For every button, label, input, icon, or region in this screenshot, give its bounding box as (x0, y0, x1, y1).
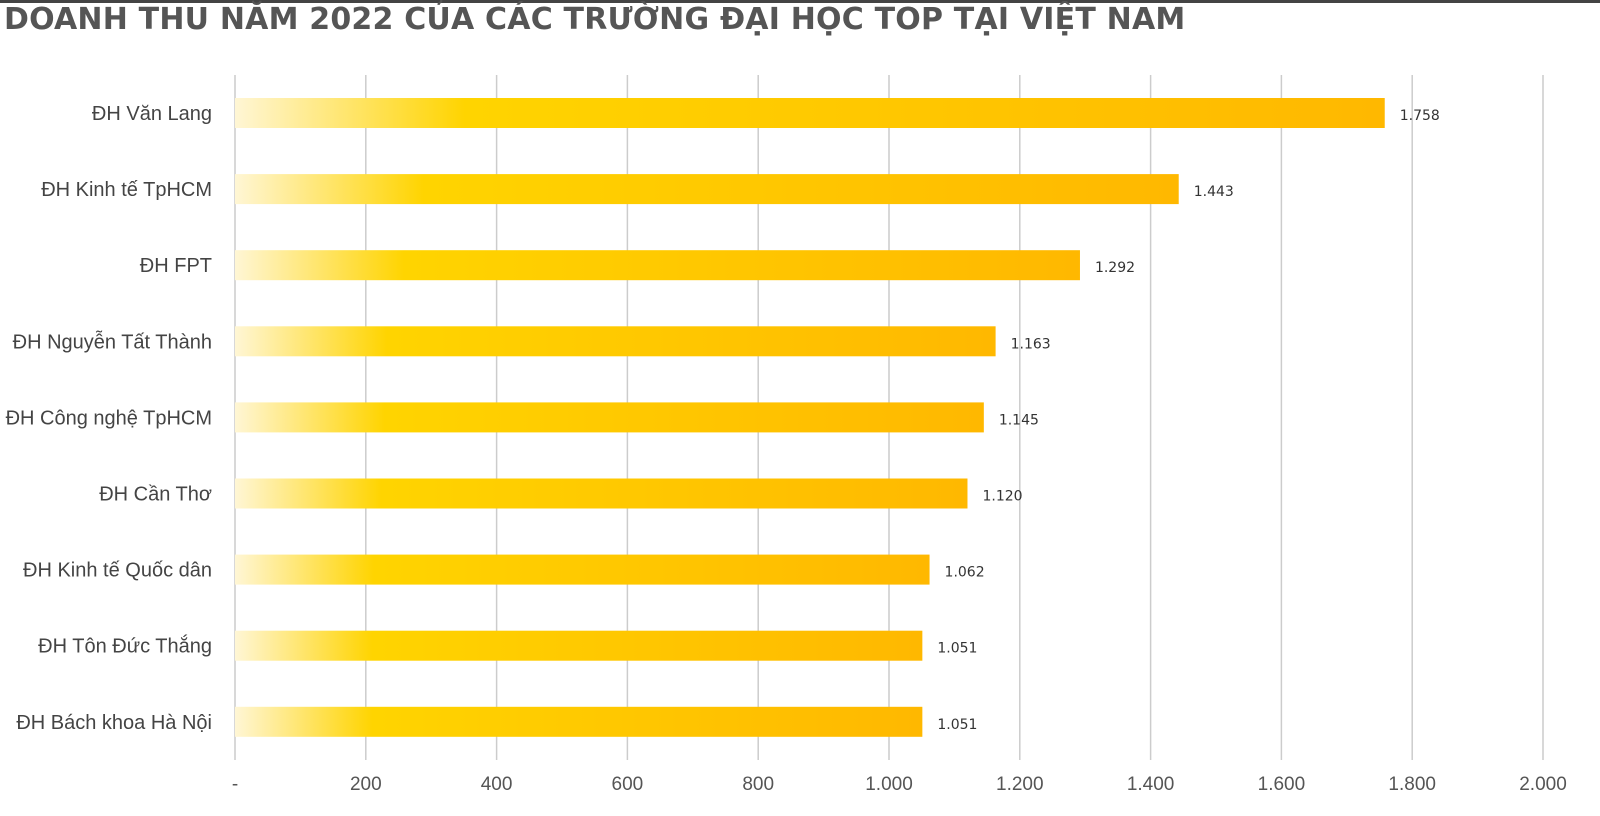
bar (235, 326, 996, 357)
x-tick-label: 800 (742, 774, 774, 795)
x-axis-ticks: - 200 400 600 800 1.000 1.200 1.400 1.600 1.800 2.… (232, 774, 1567, 795)
x-tick-label: 1.000 (865, 774, 913, 795)
bar (235, 250, 1080, 281)
value-label: 1.051 (937, 717, 977, 733)
category-label: ĐH Nguyễn Tất Thành (13, 330, 212, 353)
bar (235, 630, 923, 661)
category-label: ĐH FPT (140, 255, 212, 277)
x-tick-label: 400 (481, 774, 513, 795)
value-label: 1.758 (1400, 108, 1440, 124)
value-label: 1.163 (1011, 336, 1051, 352)
category-labels: ĐH Văn Lang ĐH Kinh tế TpHCM ĐH FPT ĐH Nguy… (6, 103, 212, 734)
category-label: ĐH Văn Lang (92, 103, 212, 125)
top-rule (0, 0, 1600, 3)
bar (235, 402, 984, 433)
bar (235, 478, 968, 509)
value-label: 1.292 (1095, 260, 1135, 276)
category-label: ĐH Cần Thơ (99, 484, 212, 506)
x-tick-label: 600 (612, 774, 644, 795)
bars (235, 98, 1385, 737)
value-labels: 1.758 1.443 1.292 1.163 1.145 1.120 1.062 1.051… (937, 108, 1439, 733)
value-label: 1.120 (982, 489, 1022, 505)
x-tick-label: 2.000 (1519, 774, 1567, 795)
x-tick-label: - (232, 774, 238, 795)
value-label: 1.145 (999, 412, 1039, 428)
value-label: 1.062 (945, 565, 985, 581)
category-label: ĐH Kinh tế Quốc dân (23, 560, 212, 582)
bar (235, 174, 1179, 205)
x-tick-label: 1.800 (1388, 774, 1436, 795)
x-tick-label: 1.400 (1127, 774, 1175, 795)
value-label: 1.051 (937, 641, 977, 657)
x-tick-label: 1.600 (1258, 774, 1306, 795)
bar (235, 706, 923, 737)
bar (235, 98, 1385, 128)
category-label: ĐH Bách khoa Hà Nội (16, 712, 212, 734)
x-tick-label: 1.200 (996, 774, 1044, 795)
x-tick-label: 200 (350, 774, 382, 795)
category-label: ĐH Kinh tế TpHCM (41, 179, 212, 201)
value-label: 1.443 (1194, 184, 1234, 200)
chart-title: DOANH THU NĂM 2022 CỦA CÁC TRƯỜNG ĐẠI HỌ… (4, 2, 1186, 37)
category-label: ĐH Tôn Đức Thắng (38, 635, 212, 658)
bar (235, 554, 930, 585)
category-label: ĐH Công nghệ TpHCM (6, 407, 212, 429)
